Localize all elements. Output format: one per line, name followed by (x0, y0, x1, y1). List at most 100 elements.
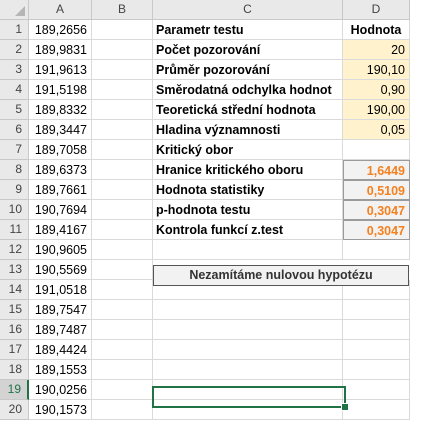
cell-a7[interactable]: 189,7058 (29, 140, 92, 160)
cell-a6[interactable]: 189,3447 (29, 120, 92, 140)
cell-a12[interactable]: 190,9605 (29, 240, 92, 260)
cell-c14[interactable] (153, 280, 343, 300)
cell-a3[interactable]: 191,9613 (29, 60, 92, 80)
row-header-14[interactable]: 14 (0, 280, 29, 300)
row-header-17[interactable]: 17 (0, 340, 29, 360)
column-header-a[interactable]: A (29, 0, 92, 20)
cell-a17[interactable]: 189,4424 (29, 340, 92, 360)
row-header-1[interactable]: 1 (0, 20, 29, 40)
cell-a15[interactable]: 189,7547 (29, 300, 92, 320)
row-header-10[interactable]: 10 (0, 200, 29, 220)
column-header-c[interactable]: C (153, 0, 343, 20)
row-header-15[interactable]: 15 (0, 300, 29, 320)
cell-a5[interactable]: 189,8332 (29, 100, 92, 120)
row-header-2[interactable]: 2 (0, 40, 29, 60)
cell-b2[interactable] (92, 40, 153, 60)
result-value-0[interactable]: 1,6449 (343, 160, 410, 180)
cell-b9[interactable] (92, 180, 153, 200)
param-label-2[interactable]: Směrodatná odchylka hodnot (153, 80, 343, 100)
row-header-16[interactable]: 16 (0, 320, 29, 340)
result-value-3[interactable]: 0,3047 (343, 220, 410, 240)
active-cell-c19[interactable] (152, 386, 346, 408)
cell-b13[interactable] (92, 260, 153, 280)
cell-c18[interactable] (153, 360, 343, 380)
cell-a13[interactable]: 190,5569 (29, 260, 92, 280)
cell-a11[interactable]: 189,4167 (29, 220, 92, 240)
cell-d19[interactable] (343, 380, 410, 400)
fill-handle[interactable] (341, 403, 349, 411)
cell-b19[interactable] (92, 380, 153, 400)
cell-b17[interactable] (92, 340, 153, 360)
row-header-18[interactable]: 18 (0, 360, 29, 380)
cell-b5[interactable] (92, 100, 153, 120)
cell-a18[interactable]: 189,1553 (29, 360, 92, 380)
result-label-2[interactable]: p-hodnota testu (153, 200, 343, 220)
param-value-4[interactable]: 0,05 (343, 120, 410, 140)
empty-cell-d7[interactable] (343, 140, 410, 160)
cell-d17[interactable] (343, 340, 410, 360)
cell-b6[interactable] (92, 120, 153, 140)
row-header-11[interactable]: 11 (0, 220, 29, 240)
cell-b11[interactable] (92, 220, 153, 240)
result-value-2[interactable]: 0,3047 (343, 200, 410, 220)
row-header-20[interactable]: 20 (0, 400, 29, 420)
row-header-6[interactable]: 6 (0, 120, 29, 140)
param-value-2[interactable]: 0,90 (343, 80, 410, 100)
cell-a9[interactable]: 189,7661 (29, 180, 92, 200)
cell-b1[interactable] (92, 20, 153, 40)
row-header-9[interactable]: 9 (0, 180, 29, 200)
section-kriticky-obor[interactable]: Kritický obor (153, 140, 343, 160)
row-header-13[interactable]: 13 (0, 260, 29, 280)
cell-d14[interactable] (343, 280, 410, 300)
cell-a20[interactable]: 190,1573 (29, 400, 92, 420)
cell-b10[interactable] (92, 200, 153, 220)
row-header-12[interactable]: 12 (0, 240, 29, 260)
cell-a16[interactable]: 189,7487 (29, 320, 92, 340)
cell-b12[interactable] (92, 240, 153, 260)
select-all-corner[interactable] (0, 0, 29, 20)
row-header-4[interactable]: 4 (0, 80, 29, 100)
row-header-5[interactable]: 5 (0, 100, 29, 120)
cell-a1[interactable]: 189,2656 (29, 20, 92, 40)
cell-d16[interactable] (343, 320, 410, 340)
cell-a19[interactable]: 190,0256 (29, 380, 92, 400)
result-label-1[interactable]: Hodnota statistiky (153, 180, 343, 200)
row-header-19[interactable]: 19 (0, 380, 29, 400)
cell-a2[interactable]: 189,9831 (29, 40, 92, 60)
param-value-3[interactable]: 190,00 (343, 100, 410, 120)
cell-b16[interactable] (92, 320, 153, 340)
cell-b8[interactable] (92, 160, 153, 180)
param-label-1[interactable]: Průměr pozorování (153, 60, 343, 80)
cell-b4[interactable] (92, 80, 153, 100)
param-label-3[interactable]: Teoretická střední hodnota (153, 100, 343, 120)
param-label-4[interactable]: Hladina významnosti (153, 120, 343, 140)
param-label-0[interactable]: Počet pozorování (153, 40, 343, 60)
result-label-3[interactable]: Kontrola funkcí z.test (153, 220, 343, 240)
cell-c16[interactable] (153, 320, 343, 340)
row-header-8[interactable]: 8 (0, 160, 29, 180)
cell-c15[interactable] (153, 300, 343, 320)
conclusion-box[interactable]: Nezamítáme nulovou hypotézu (153, 265, 409, 286)
cell-d18[interactable] (343, 360, 410, 380)
cell-b15[interactable] (92, 300, 153, 320)
param-value-1[interactable]: 190,10 (343, 60, 410, 80)
cell-b14[interactable] (92, 280, 153, 300)
cell-d12[interactable] (343, 240, 410, 260)
cell-b3[interactable] (92, 60, 153, 80)
header-hodnota[interactable]: Hodnota (343, 20, 410, 40)
cell-a4[interactable]: 191,5198 (29, 80, 92, 100)
cell-c17[interactable] (153, 340, 343, 360)
cell-a8[interactable]: 189,6373 (29, 160, 92, 180)
cell-a10[interactable]: 190,7694 (29, 200, 92, 220)
cell-b20[interactable] (92, 400, 153, 420)
param-value-0[interactable]: 20 (343, 40, 410, 60)
column-header-b[interactable]: B (92, 0, 153, 20)
result-value-1[interactable]: 0,5109 (343, 180, 410, 200)
result-label-0[interactable]: Hranice kritického oboru (153, 160, 343, 180)
cell-b18[interactable] (92, 360, 153, 380)
cell-b7[interactable] (92, 140, 153, 160)
cell-d20[interactable] (343, 400, 410, 420)
cell-d15[interactable] (343, 300, 410, 320)
row-header-7[interactable]: 7 (0, 140, 29, 160)
row-header-3[interactable]: 3 (0, 60, 29, 80)
